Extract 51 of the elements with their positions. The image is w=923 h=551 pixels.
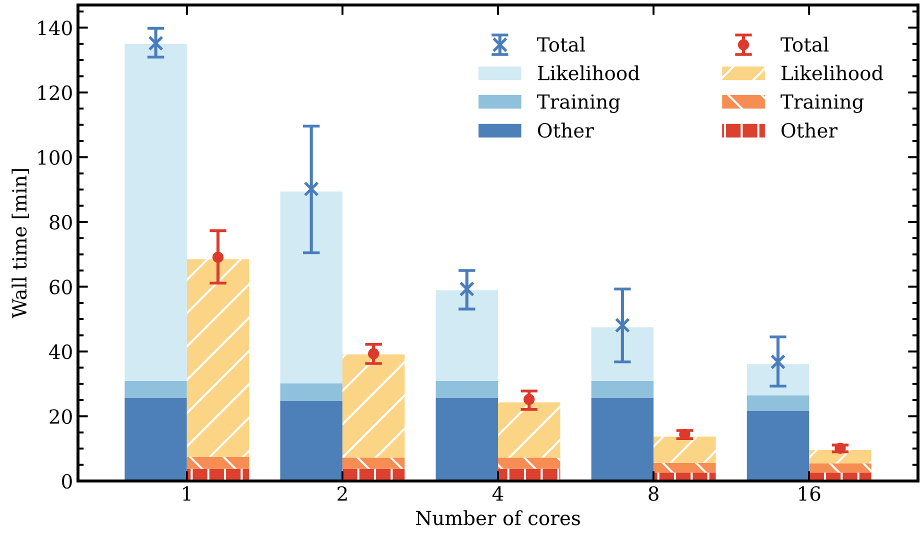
y-tick-label: 140 — [38, 20, 72, 36]
bar — [124, 380, 187, 398]
point — [770, 354, 786, 370]
y-tick-label: 80 — [50, 214, 72, 230]
bar — [591, 398, 654, 481]
point — [524, 394, 535, 405]
bar — [436, 290, 498, 381]
x-tick-label: 2 — [338, 486, 347, 501]
y-tick-label: 20 — [50, 409, 72, 424]
x-tick-label: 8 — [648, 486, 658, 501]
point — [368, 348, 380, 360]
legend-label: Training — [780, 94, 864, 113]
point — [614, 318, 630, 333]
point — [212, 252, 224, 263]
bar — [746, 395, 810, 412]
bar — [746, 411, 810, 481]
legend-label: Likelihood — [538, 65, 640, 80]
legend-label: Likelihood — [782, 65, 884, 80]
legend-label: Training — [537, 94, 620, 113]
bar — [124, 44, 187, 381]
bar — [186, 456, 250, 469]
point — [304, 181, 319, 197]
point — [834, 442, 846, 454]
bar — [591, 380, 654, 398]
bar — [498, 458, 560, 469]
legend-label: Total — [537, 36, 586, 52]
bar — [809, 464, 872, 473]
y-tick-label: 120 — [38, 85, 72, 100]
legend-label: Other — [538, 122, 594, 138]
y-axis-title: Wall time [min] — [12, 169, 29, 318]
y-tick-label: 40 — [48, 344, 72, 360]
bar — [342, 458, 405, 469]
bar — [654, 462, 716, 473]
bar — [809, 450, 872, 464]
bar — [280, 192, 342, 384]
x-tick-label: 1 — [183, 486, 190, 501]
point — [148, 36, 164, 51]
bar — [591, 327, 654, 381]
y-tick-label: 0 — [62, 474, 72, 489]
bar — [280, 383, 342, 402]
legend-label: Total — [780, 36, 829, 52]
bar — [746, 364, 810, 396]
bar — [654, 436, 716, 463]
y-tick-label: 60 — [50, 280, 72, 294]
point — [459, 281, 475, 297]
y-tick-label: 100 — [38, 150, 72, 165]
x-tick-label: 4 — [492, 486, 504, 501]
bar — [436, 380, 498, 398]
legend-label: Other — [782, 122, 838, 138]
x-axis-title: Number of cores — [416, 510, 580, 526]
x-tick-label: 16 — [799, 486, 820, 501]
